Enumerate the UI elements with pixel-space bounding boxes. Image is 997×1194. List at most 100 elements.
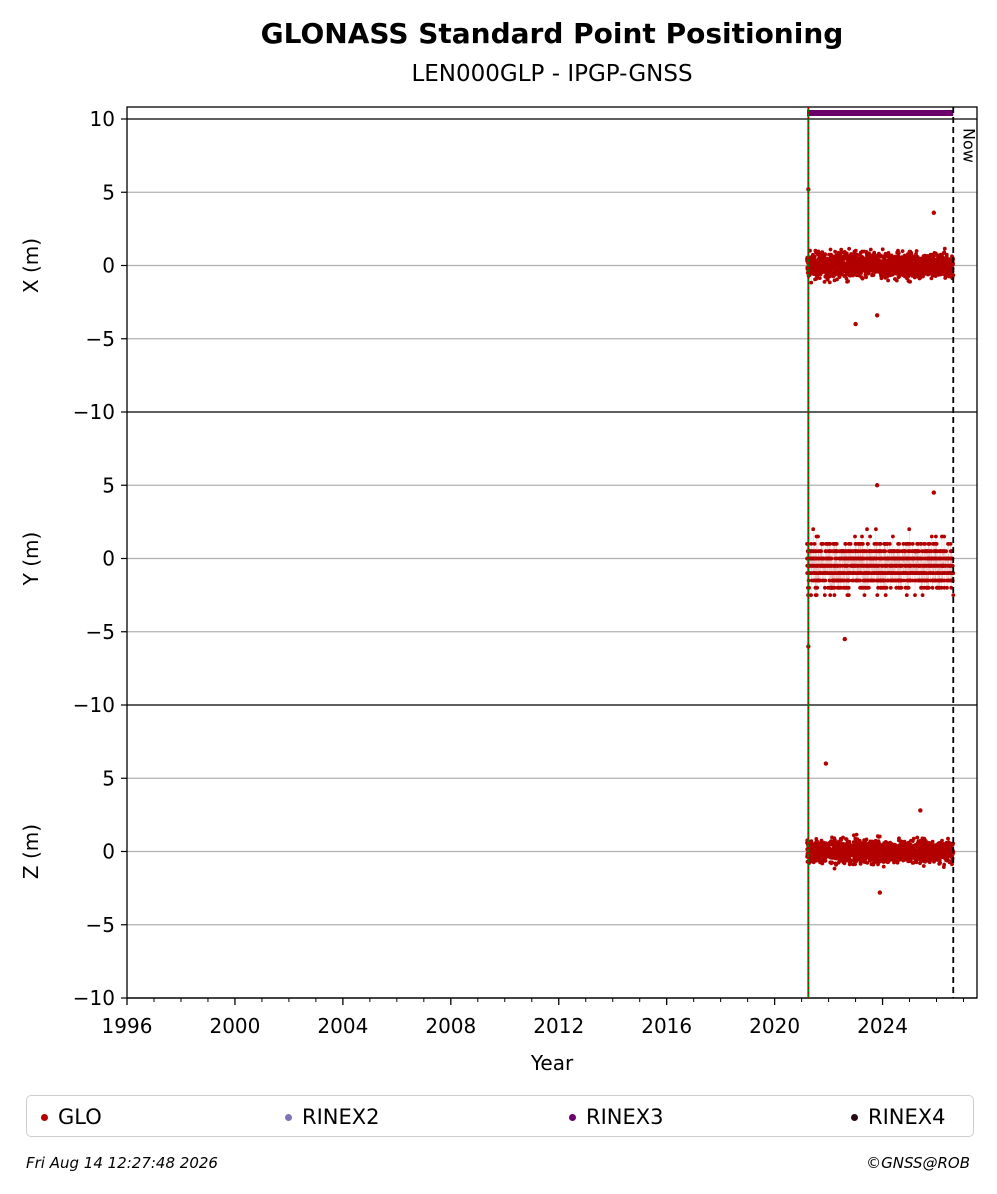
x-tick-label: 1996	[102, 1014, 153, 1038]
glo-outlier-point	[842, 636, 847, 642]
glo-point	[848, 860, 853, 865]
legend: GLO RINEX2 RINEX3 RINEX4	[26, 1095, 974, 1137]
glo-trace	[806, 529, 954, 596]
y-tick-label: 10	[90, 107, 115, 131]
glo-point	[910, 542, 915, 546]
legend-label-glo: GLO	[58, 1105, 102, 1129]
glo-point	[929, 549, 934, 554]
glo-point	[888, 585, 893, 590]
glo-point	[908, 279, 912, 284]
glo-point	[942, 534, 946, 539]
glo-point	[939, 585, 944, 590]
glo-point	[883, 578, 887, 583]
glo-point	[822, 593, 827, 597]
glo-point	[828, 247, 833, 252]
glo-point	[951, 273, 956, 278]
glo-outlier-point	[874, 483, 880, 488]
glo-point	[821, 542, 825, 546]
legend-label-rinex2: RINEX2	[302, 1105, 380, 1129]
footer-timestamp: Fri Aug 14 12:27:48 2026	[26, 1154, 218, 1172]
glo-point	[951, 593, 956, 597]
glo-point	[881, 864, 886, 869]
glo-point	[911, 836, 916, 841]
glo-point	[841, 835, 845, 840]
y-tick-label: 5	[102, 180, 115, 204]
glo-point	[944, 549, 948, 554]
panel-z	[121, 704, 977, 999]
glo-point	[942, 250, 947, 255]
x-axis-label: Year	[530, 1051, 574, 1075]
glo-point	[934, 534, 938, 539]
glo-point	[832, 866, 837, 871]
glo-point	[812, 542, 817, 546]
chart-subtitle: LEN000GLP - IPGP-GNSS	[411, 61, 692, 87]
glo-point	[930, 585, 935, 590]
glo-point	[832, 585, 837, 590]
y-tick-label: −5	[86, 913, 115, 937]
glo-point	[950, 563, 955, 568]
y-tick-label: 5	[102, 766, 115, 790]
glo-point	[853, 862, 857, 867]
glo-point	[940, 838, 944, 843]
glo-point	[847, 246, 851, 251]
glo-point	[903, 549, 908, 554]
legend-item-rinex3: RINEX3	[569, 1096, 664, 1138]
legend-item-rinex2: RINEX2	[285, 1096, 380, 1138]
glo-point	[865, 861, 870, 865]
glo-points	[805, 483, 956, 649]
glo-point	[868, 534, 872, 539]
glo-point	[891, 534, 895, 539]
glo-point	[874, 542, 879, 546]
glo-point	[827, 280, 832, 285]
glo-point	[860, 276, 865, 280]
glo-point	[897, 542, 901, 546]
glo-point	[843, 542, 848, 546]
glo-point	[823, 858, 828, 863]
glo-point	[829, 556, 834, 561]
glo-point	[835, 277, 839, 282]
chart: GLONASS Standard Point Positioning LEN00…	[19, 17, 978, 1075]
y-axis-label: Z (m)	[19, 824, 43, 879]
glo-point	[921, 274, 925, 279]
glo-point	[858, 578, 862, 583]
y-tick-label: 0	[102, 254, 115, 278]
x-tick-label: 2024	[857, 1014, 908, 1038]
glo-point	[945, 585, 949, 590]
glo-point	[846, 585, 851, 590]
glo-point	[853, 248, 858, 253]
glo-point	[923, 542, 927, 546]
glo-point	[834, 542, 839, 546]
x-tick-label: 2008	[425, 1014, 476, 1038]
glo-point	[896, 251, 901, 256]
glo-point	[897, 836, 901, 841]
plot-frame	[126, 106, 978, 999]
glo-point	[900, 249, 905, 254]
y-tick-label: −10	[73, 693, 115, 717]
glo-points	[805, 761, 956, 895]
glo-point	[929, 534, 934, 539]
glo-point	[914, 249, 919, 253]
glo-point	[855, 252, 859, 257]
glo-point	[815, 585, 820, 590]
glo-point	[827, 578, 832, 583]
glo-point	[885, 274, 890, 279]
glo-point	[894, 278, 899, 283]
glo-point	[854, 832, 859, 837]
glo-point	[828, 274, 832, 279]
glo-point	[868, 247, 873, 252]
glo-point	[946, 836, 950, 841]
glo-outlier-point	[918, 808, 923, 813]
glo-point	[864, 549, 869, 554]
glo-point	[866, 542, 870, 546]
glo-outlier-point	[877, 890, 883, 895]
glo-point	[860, 542, 865, 546]
legend-label-rinex3: RINEX3	[586, 1105, 664, 1129]
glo-point	[914, 860, 919, 865]
glo-point	[828, 593, 833, 597]
glo-point	[917, 549, 921, 554]
glo-point	[919, 542, 924, 546]
glo-outlier-point	[874, 313, 880, 318]
glo-point	[884, 585, 889, 590]
panel-y	[121, 411, 977, 706]
glo-point	[950, 862, 954, 867]
